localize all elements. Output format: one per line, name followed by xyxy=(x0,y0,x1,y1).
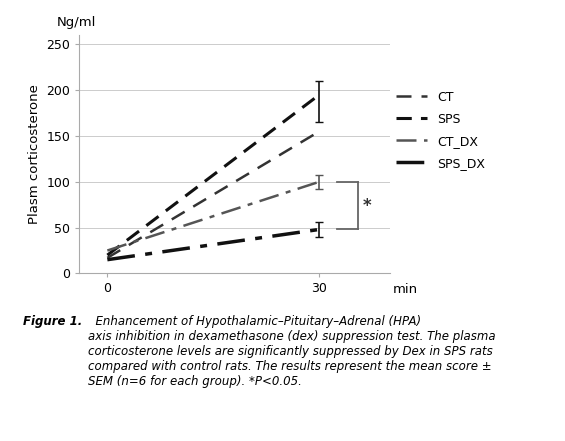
Text: Ng/ml: Ng/ml xyxy=(56,16,96,29)
Legend: CT, SPS, CT_DX, SPS_DX: CT, SPS, CT_DX, SPS_DX xyxy=(396,91,485,170)
Text: min: min xyxy=(393,283,418,296)
Y-axis label: Plasm corticosterone: Plasm corticosterone xyxy=(28,84,41,224)
Text: Enhancement of Hypothalamic–Pituitary–Adrenal (HPA)
axis inhibition in dexametha: Enhancement of Hypothalamic–Pituitary–Ad… xyxy=(88,315,495,389)
Text: *: * xyxy=(362,197,371,215)
Text: Figure 1.: Figure 1. xyxy=(23,315,82,328)
